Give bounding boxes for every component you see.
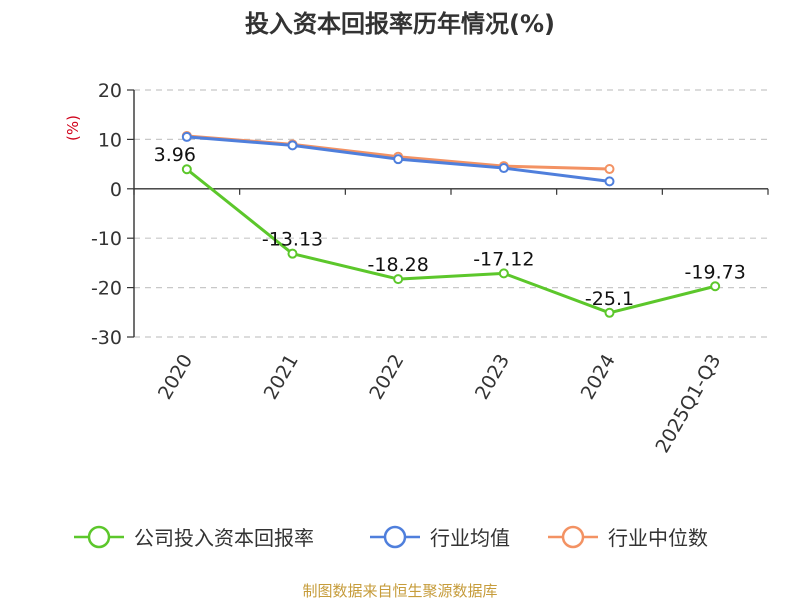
legend-label-1: 行业均值 [430,526,510,550]
x-tick-label: 2024 [577,351,620,404]
legend-marker-1 [383,525,407,549]
x-axis-ticks: 2020 2021 2022 2023 2024 2025Q1-Q3 [133,188,769,457]
axes [133,90,768,337]
series-point-2 [604,164,615,175]
grid-lines [134,89,768,338]
data-label: 3.96 [154,144,196,166]
series-point-1 [604,176,615,187]
data-label: -17.12 [473,248,534,270]
x-tick-label: 2020 [154,351,197,404]
data-label: -25.1 [585,288,634,310]
x-tick-label: 2022 [365,351,408,404]
legend-label-2: 行业中位数 [608,526,708,550]
legend-marker-2 [561,525,585,549]
data-label: -19.73 [685,261,746,283]
legend-label-0: 公司投入资本回报率 [134,526,314,550]
series-point-0 [181,164,192,175]
data-label: -13.13 [262,229,323,251]
y-tick-label: -20 [91,278,122,300]
series-group [181,130,721,318]
x-tick-label: 2021 [260,351,303,404]
y-tick-label: -10 [91,228,122,250]
y-tick-label: 0 [110,179,122,201]
x-tick-label: 2025Q1-Q3 [651,351,725,457]
chart-title: 投入资本回报率历年情况(%) [245,10,555,38]
series-point-0 [287,248,298,259]
series-point-0 [393,274,404,285]
data-label: -18.28 [368,254,429,276]
y-axis-ticks: 20 10 0 -10 -20 -30 [91,80,134,349]
y-axis-unit-label: (%) [64,115,82,141]
legend-marker-0 [87,525,111,549]
source-note: 制图数据来自恒生聚源数据库 [302,582,497,600]
legend: 公司投入资本回报率 行业均值 行业中位数 [74,525,708,550]
series-point-1 [181,131,192,142]
y-tick-label: -30 [91,327,122,349]
series-point-0 [498,268,509,279]
data-labels: 3.96 -13.13 -18.28 -17.12 -25.1 -19.73 [154,144,746,310]
series-point-1 [393,154,404,165]
y-tick-label: 20 [98,80,122,102]
series-line-0 [185,168,716,315]
x-tick-label: 2023 [471,351,514,404]
series-point-1 [287,140,298,151]
series-point-0 [710,281,721,292]
series-point-0 [604,307,615,318]
series-point-1 [498,163,509,174]
y-tick-label: 10 [98,129,122,151]
